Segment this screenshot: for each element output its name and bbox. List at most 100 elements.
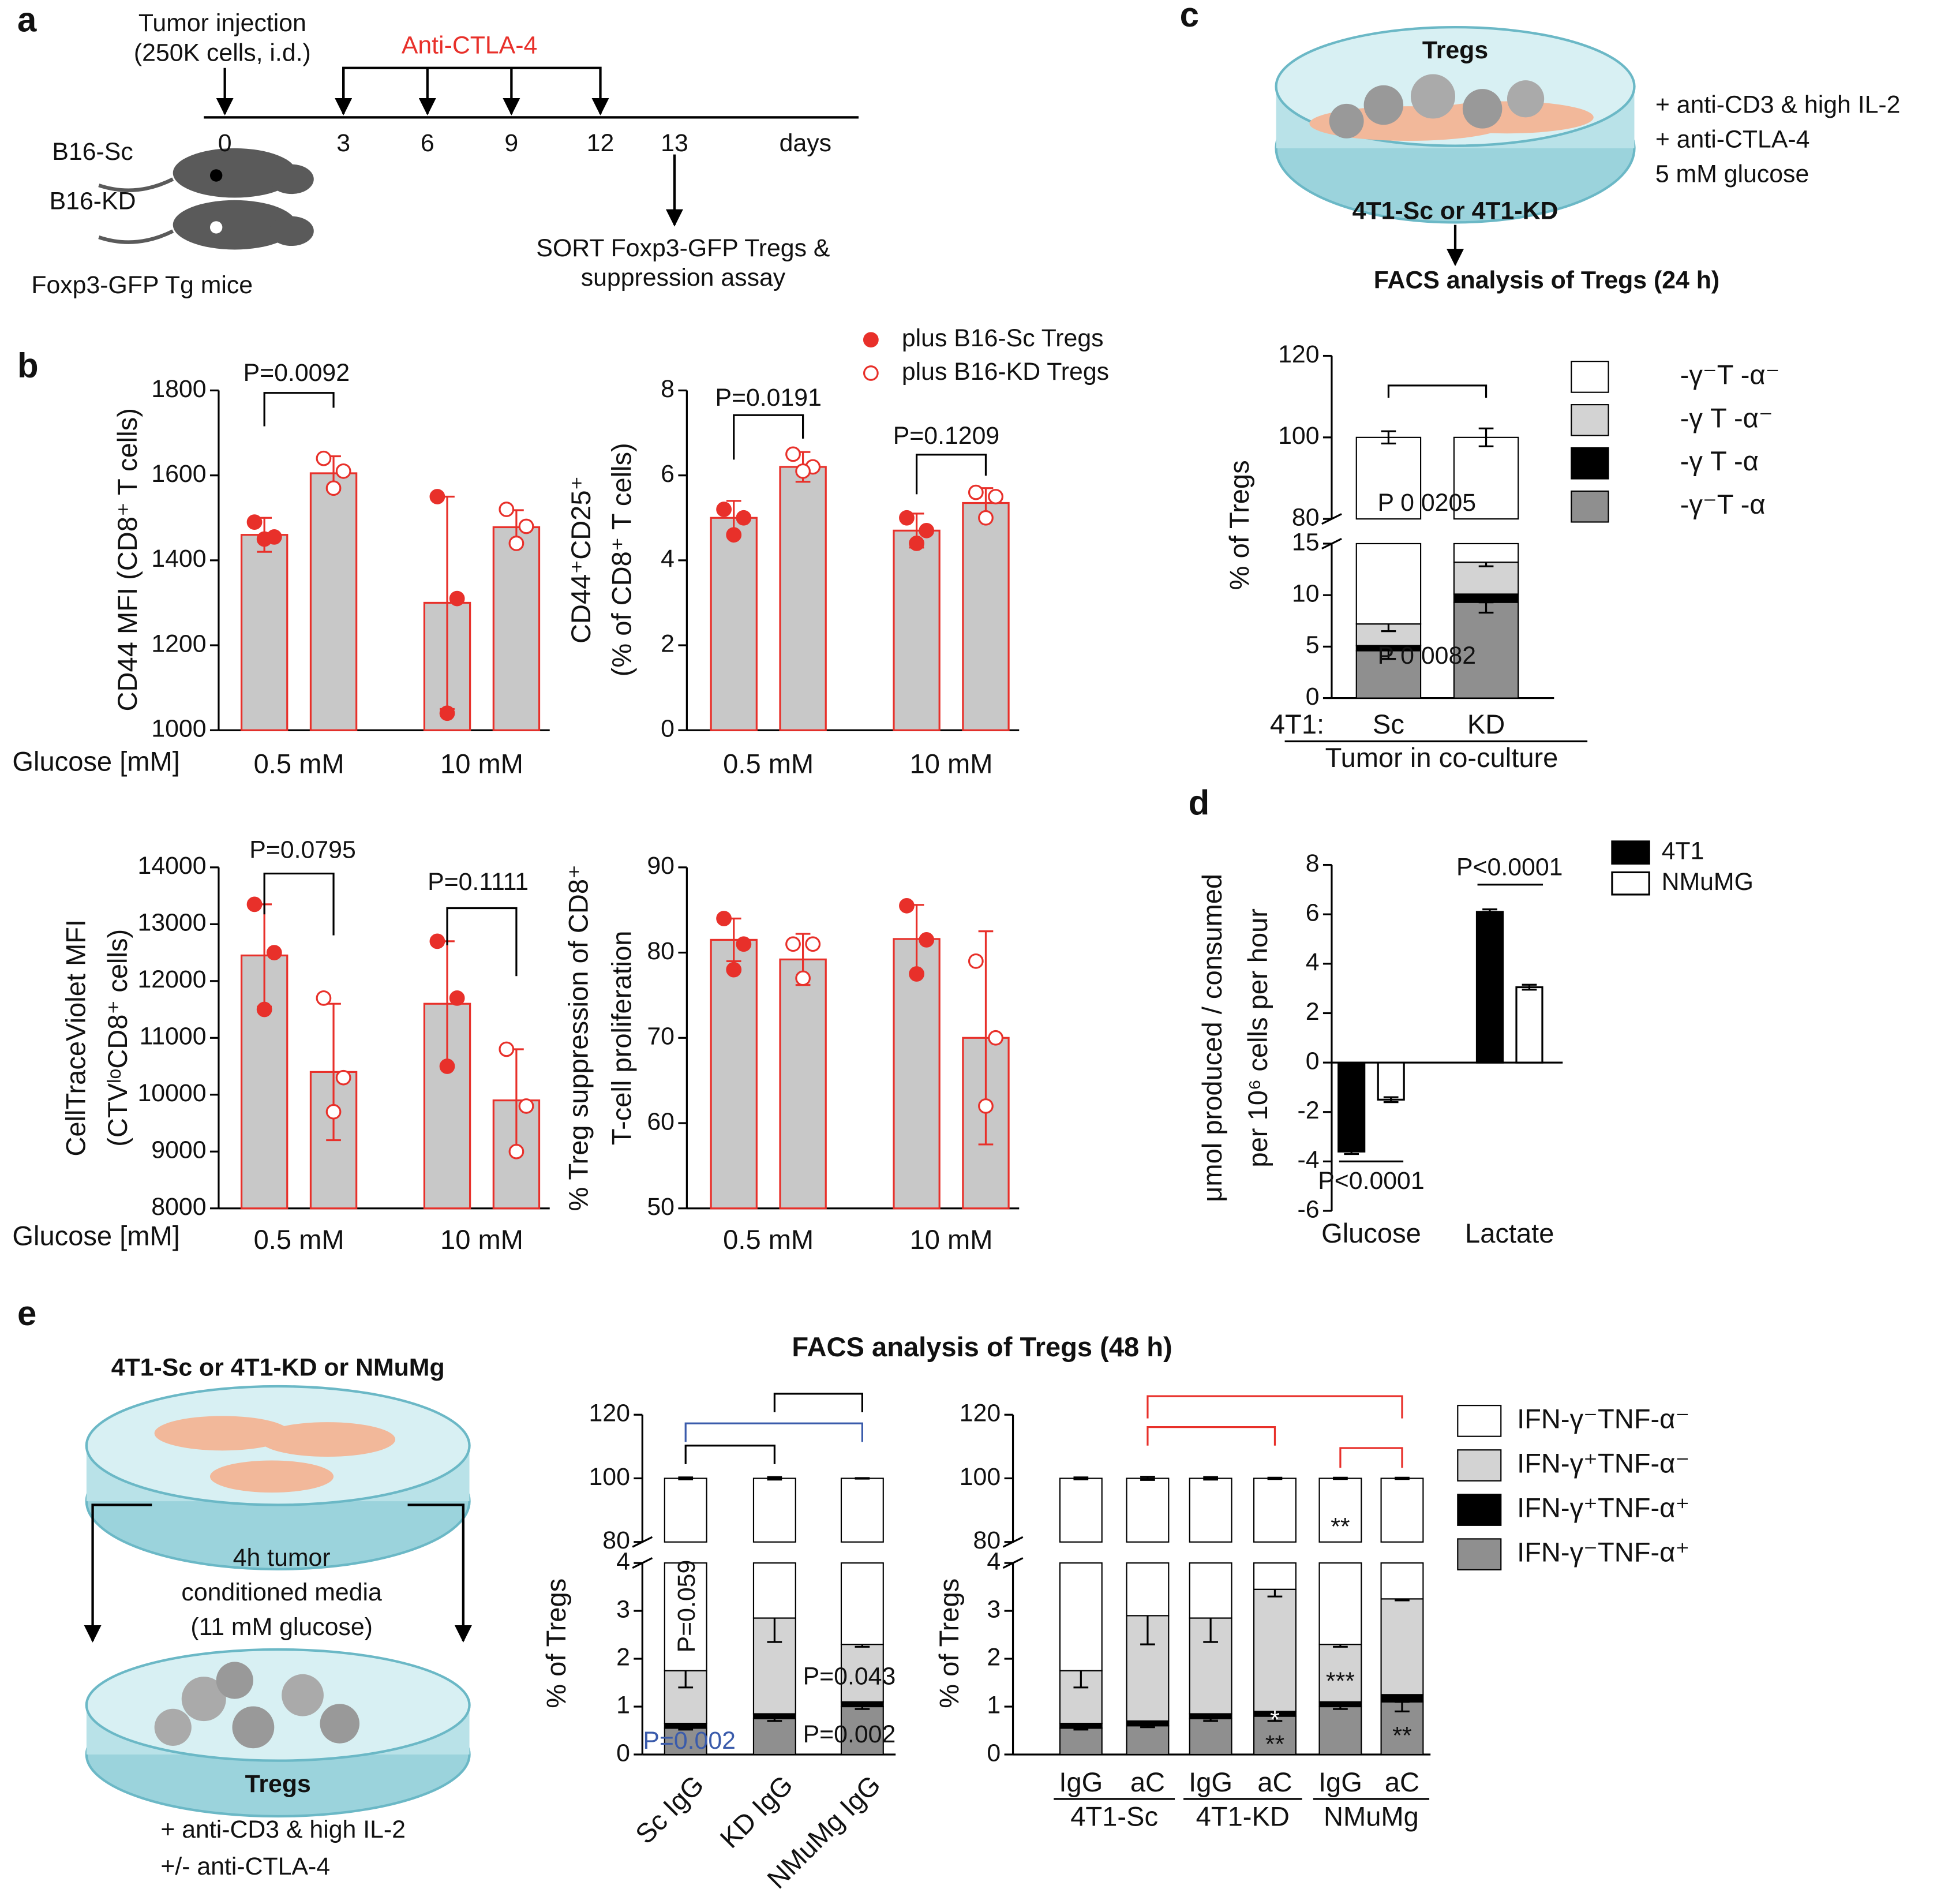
- data-point: [795, 970, 811, 986]
- legend-label: -γ⁻T -α: [1680, 489, 1766, 519]
- data-point: [899, 510, 915, 526]
- legend-label: -γ T -α⁻: [1680, 402, 1773, 433]
- label: Anti-CTLA-4: [402, 32, 537, 59]
- annotation: P=0.043: [803, 1663, 896, 1690]
- y-tick-label: 80: [973, 1527, 1001, 1554]
- legend-label: IFN-γ⁺TNF-α⁺: [1517, 1492, 1689, 1523]
- day: 9: [504, 129, 518, 157]
- bar-segment: [1453, 543, 1519, 563]
- y-tick-label: 0: [1306, 1047, 1320, 1075]
- y-tick-label: 8000: [151, 1193, 206, 1221]
- legend-marker: [863, 332, 879, 348]
- bar-segment: [664, 1562, 707, 1671]
- legend-label: -γ⁻T -α⁻: [1680, 359, 1780, 390]
- y-tick-label: 50: [647, 1193, 675, 1221]
- x-tick-label: IgG: [1318, 1767, 1362, 1797]
- bar-segment: [1380, 1701, 1424, 1756]
- y-axis-label: % of Tregs: [934, 1578, 964, 1708]
- data-point: [499, 502, 515, 517]
- bar: [1337, 1061, 1366, 1153]
- bar-segment: [1318, 1705, 1362, 1756]
- y-tick-label: 6: [1306, 899, 1320, 927]
- bar-segment: [1380, 1477, 1424, 1543]
- legend-swatch: [1571, 490, 1609, 523]
- panel-label: d: [1189, 784, 1210, 822]
- bar-segment: [840, 1644, 884, 1703]
- bar-segment: [1380, 1598, 1424, 1696]
- y-tick-label: 4: [661, 545, 675, 573]
- data-point: [439, 705, 455, 721]
- y-tick-label: 1400: [151, 545, 206, 573]
- bar: [710, 938, 758, 1210]
- label: Tregs: [1422, 36, 1488, 64]
- data-point: [919, 932, 935, 948]
- x-tick-label: IgG: [1189, 1767, 1232, 1797]
- y-tick-label: 10000: [138, 1079, 207, 1107]
- y-tick-label: 1: [987, 1691, 1001, 1719]
- y-tick-label: 0: [987, 1739, 1001, 1767]
- y-tick-label: 15: [1292, 528, 1320, 556]
- x-axis-label: Glucose [mM]: [12, 1221, 179, 1251]
- panel-label: c: [1180, 0, 1199, 34]
- legend-label: 4T1: [1662, 837, 1704, 865]
- annotation: *: [1270, 1705, 1280, 1733]
- bar: [309, 472, 358, 731]
- x-tick-label: Sc: [1373, 709, 1404, 739]
- y-axis-label: CD44 MFI (CD8⁺ T cells): [112, 408, 143, 711]
- annotation: P=0.0191: [715, 384, 821, 412]
- x-tick-label: Glucose: [1321, 1218, 1421, 1248]
- x-tick-label: 10 mM: [910, 749, 993, 779]
- data-point: [978, 510, 994, 526]
- data-point: [316, 450, 332, 466]
- data-point: [988, 489, 1003, 504]
- bracket: [733, 414, 804, 460]
- label: 4T1-Sc or 4T1-KD or NMuMg: [111, 1353, 445, 1381]
- group-label: NMuMg: [1324, 1801, 1419, 1832]
- y-tick-label: 8: [661, 375, 675, 403]
- y-tick-label: 11000: [140, 1023, 207, 1050]
- y-tick-label: 1200: [151, 630, 206, 657]
- y-tick-label: 0: [661, 715, 675, 743]
- bar-segment: [1355, 436, 1422, 520]
- bar-segment: [1189, 1718, 1232, 1756]
- day: 13: [661, 129, 688, 157]
- bar-segment: [1059, 1477, 1103, 1543]
- legend-label: IFN-γ⁺TNF-α⁻: [1517, 1447, 1689, 1478]
- data-point: [805, 936, 821, 952]
- data-point: [968, 484, 984, 500]
- y-tick-label: 8: [1306, 850, 1320, 877]
- group-label: 4T1-Sc: [1070, 1801, 1158, 1832]
- label: (11 mM glucose): [190, 1613, 373, 1641]
- bar-segment: [1253, 1562, 1297, 1590]
- y-tick-label: 0: [616, 1739, 630, 1767]
- bar: [492, 526, 541, 731]
- bar: [1377, 1061, 1405, 1101]
- x-axis-label: Glucose [mM]: [12, 746, 179, 776]
- data-point: [795, 463, 811, 479]
- x-tick-label: 10 mM: [910, 1224, 993, 1255]
- label: + anti-CTLA-4: [1655, 125, 1810, 153]
- label: + anti-CD3 & high IL-2: [160, 1816, 406, 1843]
- y-tick-label: 2: [1306, 998, 1320, 1026]
- annotation: P=0.1209: [893, 422, 999, 450]
- label: 4h tumor: [233, 1544, 331, 1572]
- data-point: [978, 1098, 994, 1114]
- y-tick-label: 80: [1292, 503, 1320, 531]
- y-tick-label: 4: [987, 1547, 1001, 1575]
- label: FACS analysis of Tregs (24 h): [1374, 266, 1719, 294]
- legend-swatch: [1571, 404, 1609, 436]
- bar-segment: [1253, 1715, 1297, 1756]
- y-tick-label: 10: [1292, 579, 1320, 607]
- x-tick-label: 0.5 mM: [254, 749, 344, 779]
- x-tick-label: 0.5 mM: [254, 1224, 344, 1255]
- panel-label: b: [17, 346, 39, 385]
- arrow: [84, 1503, 152, 1643]
- data-point: [266, 945, 282, 960]
- label: (250K cells, i.d.): [134, 39, 311, 67]
- x-prefix: 4T1:: [1270, 709, 1324, 739]
- x-tick-label: IgG: [1059, 1767, 1103, 1797]
- data-point: [325, 1104, 342, 1120]
- y-tick-label: 80: [647, 937, 675, 965]
- y-tick-label: 5: [1306, 631, 1320, 659]
- y-tick-label: 2: [616, 1643, 630, 1671]
